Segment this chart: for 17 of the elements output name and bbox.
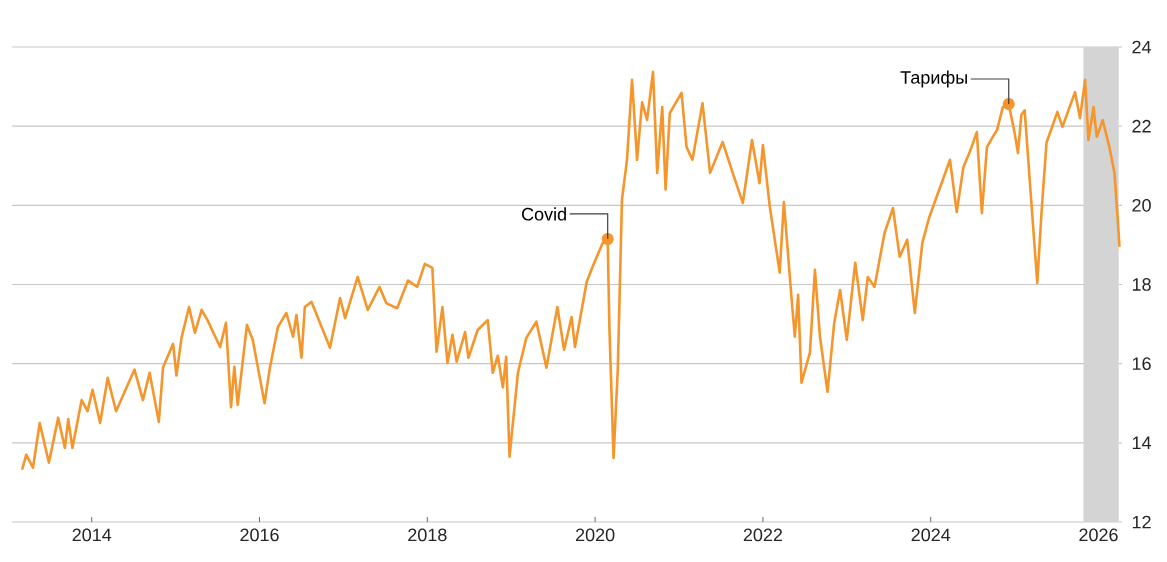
- annotation: Тарифы: [900, 70, 967, 88]
- x-tick-label: 2022: [743, 528, 783, 542]
- y-tick-label: 14: [1132, 436, 1152, 450]
- x-tick-label: 2024: [911, 528, 951, 542]
- y-tick-label: 12: [1132, 515, 1151, 529]
- x-tick-label: 2020: [576, 528, 615, 542]
- annotation: Covid: [521, 207, 566, 221]
- y-tick-label: 20: [1132, 198, 1151, 212]
- line-series: [20, 70, 1121, 472]
- x-tick-label: 2016: [240, 528, 279, 542]
- y-tick-label: 24: [1132, 40, 1152, 54]
- x-tick-label: 2014: [72, 528, 112, 542]
- y-tick-label: 22: [1132, 119, 1151, 133]
- x-tick-label: 2018: [408, 528, 447, 542]
- x-tick-label: 2026: [1079, 528, 1118, 542]
- y-tick-label: 16: [1132, 357, 1151, 371]
- y-tick-label: 18: [1132, 278, 1151, 291]
